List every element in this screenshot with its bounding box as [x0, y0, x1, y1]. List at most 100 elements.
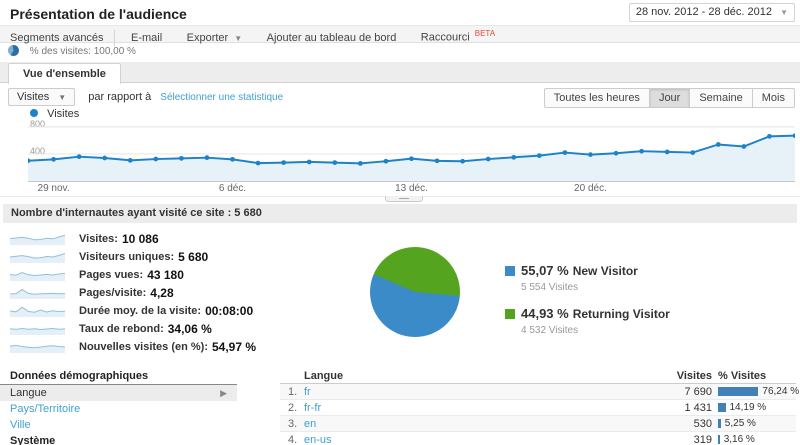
pct-bar: [718, 419, 721, 428]
visits-value: 1 431: [642, 400, 712, 415]
x-axis-label: 20 déc.: [574, 183, 607, 194]
metric-row: Pages vues: 43 180: [10, 266, 330, 284]
x-axis-label: 29 nov.: [38, 183, 70, 194]
sidebar-item-label: Ville: [10, 417, 31, 433]
beta-badge: BETA: [475, 29, 495, 38]
pct-cell: 3,16 %: [712, 432, 796, 445]
sparkline-chart: [10, 269, 65, 281]
metric-label: Pages vues:: [79, 269, 143, 281]
legend-swatch-icon: [505, 309, 515, 319]
column-header-language[interactable]: Langue: [280, 368, 642, 383]
metric-row: Visites:10 086: [10, 230, 330, 248]
table-row: 1.fr7 69076,24 %: [280, 384, 796, 400]
sidebar-item-langue[interactable]: Langue ▶: [0, 385, 237, 401]
sparkline-chart: [10, 251, 65, 263]
visits-value: 530: [642, 416, 712, 431]
table-header-row: Langue Visites % Visites: [280, 368, 796, 384]
legend-visits: 5 554 Visites: [521, 282, 670, 293]
active-segment-chip[interactable]: % des visites: 100,00 %: [8, 45, 136, 59]
sparkline-chart: [10, 233, 65, 245]
legend-swatch-icon: [505, 266, 515, 276]
table-row: 2.fr-fr1 431 14,19 %: [280, 400, 796, 416]
visitors-summary-bar: Nombre d'internautes ayant visité ce sit…: [3, 204, 797, 223]
visits-value: 319: [642, 432, 712, 445]
graph-controls: Visites ▼ par rapport à Sélectionner une…: [8, 88, 795, 108]
metric-row: Taux de rebond:34,06 %: [10, 320, 330, 338]
visitor-type-pie-chart[interactable]: [370, 247, 460, 337]
sidebar-item-label: Pays/Territoire: [10, 401, 80, 417]
tab-overview[interactable]: Vue d'ensemble: [8, 63, 121, 84]
legend-percent: 44,93 %: [521, 306, 569, 321]
column-header-visits[interactable]: Visites: [642, 368, 712, 383]
series-dot-icon: [30, 109, 38, 117]
segment-pie-icon: [8, 45, 19, 56]
select-metric-link[interactable]: Sélectionner une statistique: [160, 92, 283, 103]
x-axis: 29 nov. 6 déc. 13 déc. 20 déc.: [28, 183, 795, 195]
compare-label: par rapport à: [88, 91, 151, 103]
add-to-dashboard-button[interactable]: Ajouter au tableau de bord: [257, 30, 407, 46]
sidebar-item-ville[interactable]: Ville: [0, 417, 237, 433]
language-table: Langue Visites % Visites 1.fr7 69076,24 …: [280, 368, 796, 445]
granularity-jour[interactable]: Jour: [650, 88, 690, 108]
metric-row: Durée moy. de la visite: 00:08:00: [10, 302, 330, 320]
metric-row: Pages/visite:4,28: [10, 284, 330, 302]
granularity-switcher: Toutes les heuresJourSemaineMois: [544, 88, 795, 108]
metric-value: 43 180: [147, 268, 184, 282]
sparkline-chart: [10, 323, 65, 335]
x-axis-label: 13 déc.: [395, 183, 428, 194]
pie-legend: 55,07 % New Visitor 5 554 Visites 44,93 % Re…: [505, 262, 670, 348]
chevron-right-icon: ▶: [220, 385, 227, 401]
x-axis-label: 6 déc.: [219, 183, 246, 194]
metric-label: Visiteurs uniques:: [79, 251, 174, 263]
report-toolbar: Segments avancés E-mail Exporter ▼ Ajout…: [0, 25, 800, 43]
language-link[interactable]: en: [304, 416, 642, 431]
language-link[interactable]: fr: [304, 384, 642, 399]
pct-value: 14,19 %: [730, 400, 767, 416]
email-button[interactable]: E-mail: [121, 30, 172, 46]
shortcut-button[interactable]: Raccourci BETA: [411, 26, 505, 46]
pct-cell: 14,19 %: [712, 400, 796, 415]
metric-value: 00:08:00: [205, 304, 253, 318]
language-link[interactable]: en-us: [304, 432, 642, 445]
pie-legend-entry: 55,07 % New Visitor 5 554 Visites: [505, 262, 670, 293]
report-sidebar: Données démographiquesLangue▶Pays/Territ…: [0, 368, 237, 445]
legend-percent: 55,07 %: [521, 263, 569, 278]
granularity-semaine[interactable]: Semaine: [690, 88, 752, 108]
legend-label: New Visitor: [573, 264, 638, 278]
metric-select-dropdown[interactable]: Visites ▼: [8, 88, 75, 106]
row-rank: 2.: [280, 400, 304, 415]
metric-row: Visiteurs uniques: 5 680: [10, 248, 330, 266]
legend-label: Returning Visitor: [573, 307, 670, 321]
advanced-segments-button[interactable]: Segments avancés: [0, 30, 115, 46]
metrics-list: Visites:10 086 Visiteurs uniques: 5 680 Pag…: [10, 230, 330, 356]
pct-value: 3,16 %: [724, 432, 755, 445]
metric-label: Nouvelles visites (en %):: [79, 341, 208, 353]
row-rank: 1.: [280, 384, 304, 399]
table-row: 3.en5305,25 %: [280, 416, 796, 432]
granularity-toutes-les-heures[interactable]: Toutes les heures: [544, 88, 650, 108]
table-body: 1.fr7 69076,24 %2.fr-fr1 431 14,19 %3.en5…: [280, 384, 796, 445]
granularity-mois[interactable]: Mois: [753, 88, 795, 108]
visits-timeseries-chart[interactable]: [28, 120, 795, 182]
sidebar-item-label: Langue: [10, 385, 47, 401]
series-name: Visites: [47, 108, 79, 120]
language-link[interactable]: fr-fr: [304, 400, 642, 415]
chart-resize-handle[interactable]: [385, 196, 423, 202]
sidebar-item-pays-territoire[interactable]: Pays/Territoire: [0, 401, 237, 417]
pct-bar: [718, 403, 726, 412]
row-rank: 4.: [280, 432, 304, 445]
sparkline-chart: [10, 305, 65, 317]
pct-bar: [718, 387, 758, 396]
pct-cell: 5,25 %: [712, 416, 796, 431]
metric-value: 54,97 %: [212, 340, 256, 354]
metric-label: Durée moy. de la visite:: [79, 305, 201, 317]
date-range-label: 28 nov. 2012 - 28 déc. 2012: [636, 6, 772, 18]
column-header-pct-visits[interactable]: % Visites: [712, 368, 796, 383]
export-button[interactable]: Exporter ▼: [177, 30, 253, 47]
metric-label: Visites:: [79, 233, 118, 245]
metric-value: 5 680: [178, 250, 208, 264]
pct-bar: [718, 435, 720, 444]
metric-value: 4,28: [150, 286, 173, 300]
chevron-down-icon: ▼: [58, 93, 66, 102]
date-range-selector[interactable]: 28 nov. 2012 - 28 déc. 2012 ▼: [629, 3, 795, 22]
